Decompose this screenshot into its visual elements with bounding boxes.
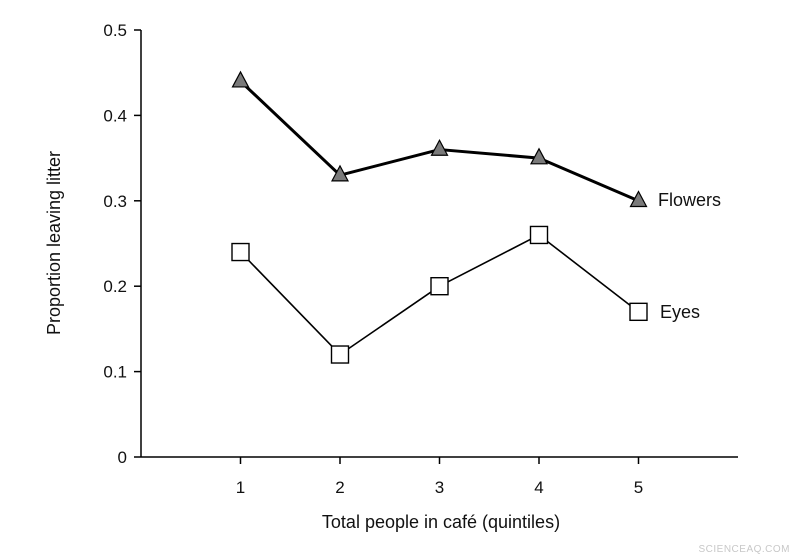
data-point-flowers xyxy=(331,164,349,182)
data-point-eyes xyxy=(629,302,648,322)
x-tick-label: 5 xyxy=(634,478,643,497)
watermark-text: SCIENCEAQ.COM xyxy=(698,544,790,555)
x-tick-label: 3 xyxy=(435,478,444,497)
y-axis-title: Proportion leaving litter xyxy=(44,151,64,335)
data-point-eyes xyxy=(330,345,350,364)
data-point-flowers xyxy=(629,190,648,208)
data-point-eyes xyxy=(529,225,549,245)
data-point-eyes xyxy=(430,277,449,296)
data-point-flowers xyxy=(530,147,548,165)
y-ticks: 0 0.1 0.2 0.3 0.4 0.5 xyxy=(103,21,141,467)
data-point-eyes xyxy=(231,242,250,262)
data-point-flowers xyxy=(430,138,449,156)
x-tick-label: 4 xyxy=(534,478,543,497)
x-tick-label: 1 xyxy=(236,478,245,497)
x-ticks: 1 2 3 4 5 xyxy=(236,457,643,497)
data-point-flowers xyxy=(231,70,250,88)
axes: 0 0.1 0.2 0.3 0.4 0.5 1 2 3 4 5 xyxy=(103,21,738,497)
y-tick-label: 0.4 xyxy=(103,106,127,125)
y-tick-label: 0.2 xyxy=(103,277,127,296)
series-label-eyes: Eyes xyxy=(660,302,700,322)
x-axis-title: Total people in café (quintiles) xyxy=(322,512,560,532)
series-label-flowers: Flowers xyxy=(658,190,721,210)
y-tick-label: 0.5 xyxy=(103,21,127,40)
y-tick-label: 0.3 xyxy=(103,192,127,211)
series-layer xyxy=(231,70,648,364)
x-tick-label: 2 xyxy=(335,478,344,497)
y-tick-label: 0 xyxy=(118,448,127,467)
y-tick-label: 0.1 xyxy=(103,363,127,382)
